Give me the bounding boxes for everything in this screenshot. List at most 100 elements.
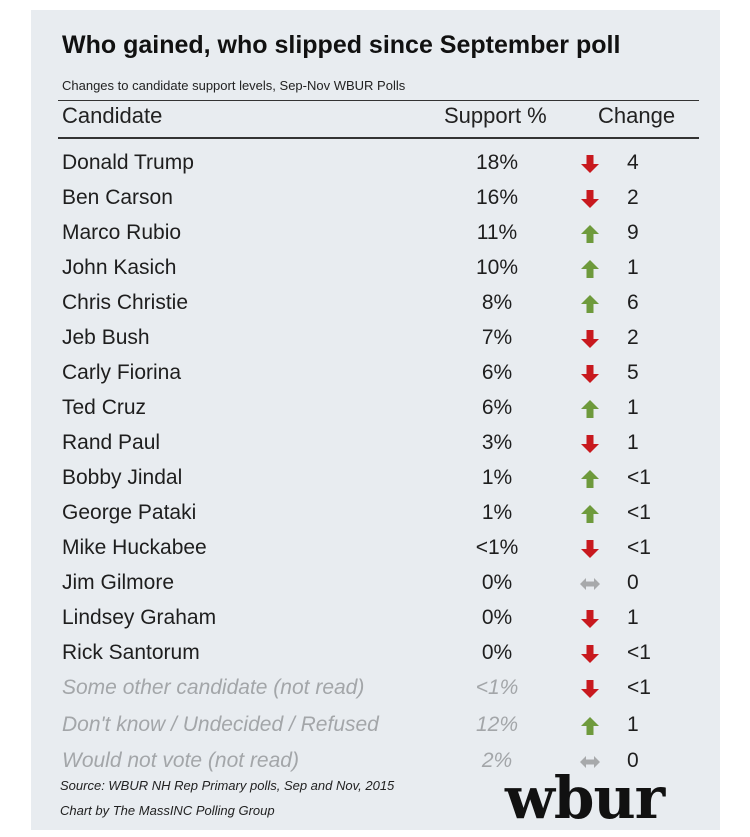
change-value: 5 [627,361,639,384]
table-row: Mike Huckabee <1% <1 [31,530,720,565]
change-value: 1 [627,606,639,629]
support-value: 10% [475,256,519,279]
arrow-left-right-icon [580,756,600,768]
candidate-name: Ted Cruz [62,396,147,419]
header-bottom-rule [58,137,699,139]
table-row: Ben Carson 16% 2 [31,180,720,215]
table-row: Rand Paul 3% 1 [31,425,720,460]
change-value: <1 [627,501,651,524]
table-row: Marco Rubio 11% 9 [31,215,720,250]
arrow-down-icon [581,645,599,663]
table-row: Rick Santorum 0% <1 [31,635,720,670]
chart-subtitle: Changes to candidate support levels, Sep… [62,78,406,93]
arrow-up-icon [581,717,599,735]
candidate-name: George Pataki [62,501,197,524]
support-value: 3% [481,431,513,454]
arrow-up-icon [581,400,599,418]
table-row: Jeb Bush 7% 2 [31,320,720,355]
candidate-name: Marco Rubio [62,221,182,244]
table-row: Bobby Jindal 1% <1 [31,460,720,495]
chart-title: Who gained, who slipped since September … [62,31,621,59]
candidate-name: Ben Carson [62,186,173,209]
support-value: 8% [481,291,513,314]
chart-card: Who gained, who slipped since September … [31,10,720,830]
arrow-up-icon [581,295,599,313]
candidate-name: Would not vote (not read) [62,749,299,772]
table-row: Donald Trump 18% 4 [31,145,720,180]
arrow-down-icon [581,330,599,348]
support-value: 6% [481,396,513,419]
table-row: John Kasich 10% 1 [31,250,720,285]
change-value: 1 [627,396,639,419]
support-value: <1% [475,676,519,699]
arrow-down-icon [581,540,599,558]
credit-note: Chart by The MassINC Polling Group [60,803,275,818]
column-header-change: Change [598,103,676,128]
support-value: 6% [481,361,513,384]
table-row: Carly Fiorina 6% 5 [31,355,720,390]
arrow-down-icon [581,435,599,453]
arrow-left-right-icon [580,578,600,590]
table-row: George Pataki 1% <1 [31,495,720,530]
table-row: Would not vote (not read) 2% 0 [31,743,720,778]
column-header-candidate: Candidate [62,103,163,128]
column-header-support: Support % [444,103,547,128]
change-value: 0 [627,749,639,772]
change-value: <1 [627,536,651,559]
header-top-rule [58,100,699,101]
support-value: 0% [481,571,513,594]
support-value: 16% [475,186,519,209]
support-value: 0% [481,606,513,629]
table-row: Chris Christie 8% 6 [31,285,720,320]
candidate-name: Jim Gilmore [62,571,175,594]
change-value: 0 [627,571,639,594]
support-value: <1% [475,536,519,559]
support-value: 18% [475,151,519,174]
wbur-logo: wbur [505,764,665,832]
arrow-down-icon [581,365,599,383]
source-note: Source: WBUR NH Rep Primary polls, Sep a… [60,778,395,793]
candidate-name: Some other candidate (not read) [62,676,365,699]
change-value: 1 [627,256,639,279]
change-value: 1 [627,713,639,736]
change-value: 2 [627,326,639,349]
change-value: <1 [627,641,651,664]
candidate-name: Jeb Bush [62,326,150,349]
change-value: <1 [627,466,651,489]
arrow-down-icon [581,190,599,208]
arrow-up-icon [581,225,599,243]
table-row: Lindsey Graham 0% 1 [31,600,720,635]
change-value: 9 [627,221,639,244]
table-row: Ted Cruz 6% 1 [31,390,720,425]
change-value: <1 [627,676,651,699]
candidate-name: John Kasich [62,256,177,279]
candidate-name: Rand Paul [62,431,161,454]
table-body: Donald Trump 18% 4 Ben Carson 16% 2 Marco Rubi… [31,10,720,830]
table-row: Some other candidate (not read) <1% <1 [31,670,720,705]
table-row: Don't know / Undecided / Refused 12% 1 [31,707,720,742]
support-value: 11% [476,221,518,244]
change-value: 1 [627,431,639,454]
support-value: 7% [481,326,513,349]
arrow-up-icon [581,505,599,523]
support-value: 1% [481,466,513,489]
arrow-down-icon [581,680,599,698]
support-value: 0% [481,641,513,664]
table-row: Jim Gilmore 0% 0 [31,565,720,600]
candidate-name: Lindsey Graham [62,606,217,629]
arrow-down-icon [581,610,599,628]
change-value: 2 [627,186,639,209]
change-value: 6 [627,291,639,314]
candidate-name: Don't know / Undecided / Refused [62,713,379,736]
candidate-name: Chris Christie [62,291,189,314]
arrow-up-icon [581,470,599,488]
arrow-down-icon [581,155,599,173]
support-value: 2% [481,749,513,772]
candidate-name: Carly Fiorina [62,361,182,384]
support-value: 1% [481,501,513,524]
candidate-name: Donald Trump [62,151,194,174]
support-value: 12% [475,713,519,736]
change-value: 4 [627,151,639,174]
candidate-name: Bobby Jindal [62,466,183,489]
candidate-name: Mike Huckabee [62,536,207,559]
